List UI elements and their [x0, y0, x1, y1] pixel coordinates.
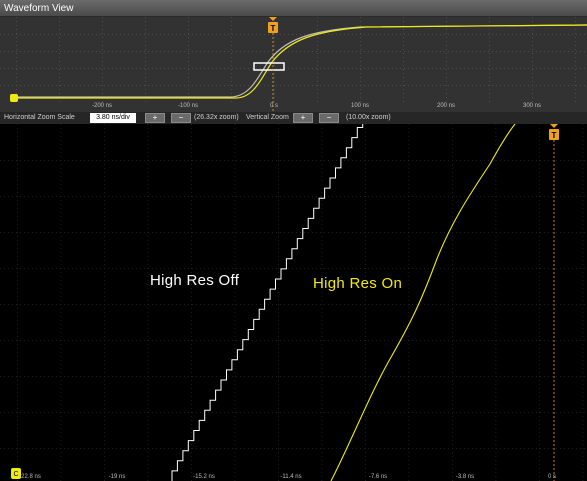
zoom-toolbar: Horizontal Zoom Scale 3.80 ns/div + − (2…: [0, 112, 587, 124]
main-time-label: -7.6 ns: [369, 474, 387, 480]
overview-time-label: -100 ns: [178, 103, 198, 109]
overview-trace-high-res-on: [14, 24, 587, 99]
overview-trigger-letter: T: [271, 24, 276, 33]
main-trigger-letter: T: [552, 131, 557, 140]
label-high-res-off: High Res Off: [150, 272, 240, 289]
main-time-label: -22.8 ns: [19, 474, 41, 480]
window-title: Waveform View: [0, 0, 587, 17]
main-time-label: 0 s: [548, 474, 556, 480]
main-time-label: -15.2 ns: [193, 474, 215, 480]
overview-plot: T -200 ns -100 ns 0 s 100 ns 200 ns 300 …: [0, 17, 587, 112]
trace-high-res-off: [171, 124, 364, 481]
label-high-res-on: High Res On: [313, 275, 403, 292]
overview-waveform-panel[interactable]: T -200 ns -100 ns 0 s 100 ns 200 ns 300 …: [0, 17, 587, 112]
main-time-label: -19 ns: [109, 474, 126, 480]
main-time-label: -3.8 ns: [456, 474, 474, 480]
vertical-zoom-label: Vertical Zoom: [246, 114, 289, 121]
zoomed-plot: T C -22.8 ns -19 ns -15.2 ns -11.4 ns -7…: [0, 124, 585, 481]
overview-time-label: -200 ns: [92, 103, 112, 109]
zoomed-waveform-panel[interactable]: T C -22.8 ns -19 ns -15.2 ns -11.4 ns -7…: [0, 124, 587, 481]
main-channel-marker-icon: [11, 468, 21, 479]
overview-trigger-marker: T: [268, 17, 278, 112]
overview-trace-high-res-off: [14, 24, 587, 98]
vertical-zoom-factor: (10.00x zoom): [346, 114, 391, 121]
overview-channel-marker-icon: [10, 94, 18, 102]
main-time-label: -11.4 ns: [280, 474, 301, 480]
horizontal-zoom-label: Horizontal Zoom Scale: [4, 114, 75, 121]
overview-time-label: 0 s: [270, 103, 278, 109]
horizontal-zoom-in-button[interactable]: +: [145, 113, 165, 123]
vertical-zoom-in-button[interactable]: +: [293, 113, 313, 123]
overview-time-label: 300 ns: [523, 103, 541, 109]
vertical-zoom-out-button[interactable]: −: [319, 113, 339, 123]
trace-high-res-on: [330, 124, 516, 481]
horizontal-zoom-out-button[interactable]: −: [171, 113, 191, 123]
horizontal-zoom-factor: (26.32x zoom): [194, 114, 239, 121]
main-trigger-marker: T: [549, 124, 559, 481]
overview-time-label: 200 ns: [437, 103, 455, 109]
main-channel-letter: C: [13, 471, 18, 478]
zoom-window-box: [253, 62, 285, 71]
horizontal-zoom-scale-input[interactable]: 3.80 ns/div: [90, 113, 136, 123]
overview-time-label: 100 ns: [351, 103, 369, 109]
